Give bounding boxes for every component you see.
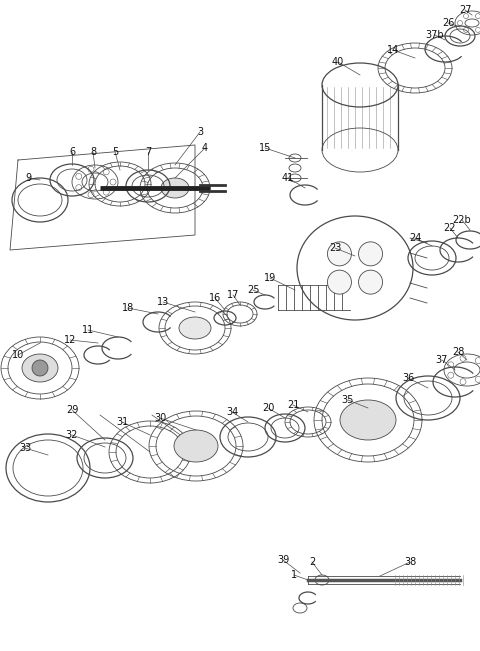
Text: 30: 30 [154, 413, 166, 423]
Text: 13: 13 [157, 297, 169, 307]
Text: 41: 41 [282, 173, 294, 183]
Text: 11: 11 [82, 325, 94, 335]
Text: 25: 25 [247, 285, 259, 295]
Ellipse shape [161, 178, 189, 198]
Text: 26: 26 [442, 18, 454, 28]
Text: 1: 1 [291, 570, 297, 580]
Text: 19: 19 [264, 273, 276, 283]
Text: 21: 21 [287, 400, 299, 410]
Text: 8: 8 [90, 147, 96, 157]
Circle shape [32, 360, 48, 376]
Text: 37: 37 [436, 355, 448, 365]
Text: 10: 10 [12, 350, 24, 360]
Text: 3: 3 [197, 127, 203, 137]
Circle shape [327, 242, 351, 266]
Ellipse shape [22, 354, 58, 382]
Circle shape [327, 270, 351, 294]
Text: 16: 16 [209, 293, 221, 303]
Text: 23: 23 [329, 243, 341, 253]
Text: 29: 29 [66, 405, 78, 415]
Text: 34: 34 [226, 407, 238, 417]
Text: 37b: 37b [426, 30, 444, 40]
Text: 4: 4 [202, 143, 208, 153]
Text: 28: 28 [452, 347, 464, 357]
Ellipse shape [179, 317, 211, 339]
Circle shape [359, 270, 383, 294]
Text: 7: 7 [145, 147, 151, 157]
Text: 6: 6 [69, 147, 75, 157]
Ellipse shape [340, 400, 396, 440]
Text: 9: 9 [25, 173, 31, 183]
Text: 24: 24 [409, 233, 421, 243]
Text: 36: 36 [402, 373, 414, 383]
Text: 40: 40 [332, 57, 344, 67]
Text: 35: 35 [342, 395, 354, 405]
Text: 31: 31 [116, 417, 128, 427]
Text: 15: 15 [259, 143, 271, 153]
Text: 22b: 22b [453, 215, 471, 225]
Text: 18: 18 [122, 303, 134, 313]
Text: 5: 5 [112, 147, 118, 157]
Text: 20: 20 [262, 403, 274, 413]
Text: 2: 2 [309, 557, 315, 567]
Circle shape [359, 242, 383, 266]
Text: 38: 38 [404, 557, 416, 567]
Text: 22: 22 [444, 223, 456, 233]
Text: 17: 17 [227, 290, 239, 300]
Text: 33: 33 [19, 443, 31, 453]
Text: 27: 27 [459, 5, 471, 15]
Text: 14: 14 [387, 45, 399, 55]
Text: 39: 39 [277, 555, 289, 565]
Ellipse shape [174, 430, 218, 462]
Text: 12: 12 [64, 335, 76, 345]
Text: 32: 32 [66, 430, 78, 440]
